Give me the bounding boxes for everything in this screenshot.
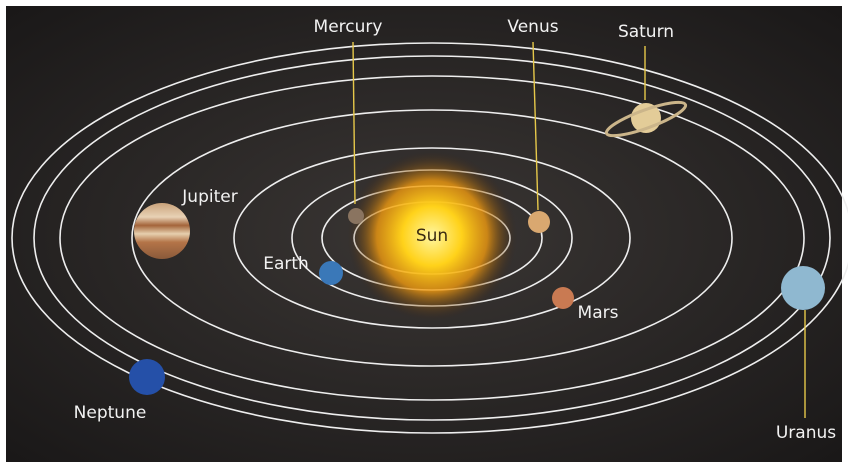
planet-label: Venus <box>507 17 558 37</box>
jupiter <box>134 203 190 259</box>
mercury <box>348 208 364 224</box>
uranus <box>781 266 825 310</box>
planet-label: Jupiter <box>181 187 237 207</box>
planet-label: Uranus <box>776 423 836 443</box>
venus <box>528 211 550 233</box>
earth <box>319 261 343 285</box>
neptune <box>129 359 165 395</box>
planet-label: Earth <box>263 254 309 274</box>
mars <box>552 287 574 309</box>
planet-label: Mars <box>578 303 619 323</box>
planet-label: Saturn <box>618 22 674 42</box>
planet-label: Mercury <box>314 17 383 37</box>
planet-label: Neptune <box>74 403 147 423</box>
sun-label: Sun <box>416 226 448 246</box>
solar-system-diagram: Sun Mercury Venus Earth Mars Jupiter Sat… <box>0 0 848 468</box>
